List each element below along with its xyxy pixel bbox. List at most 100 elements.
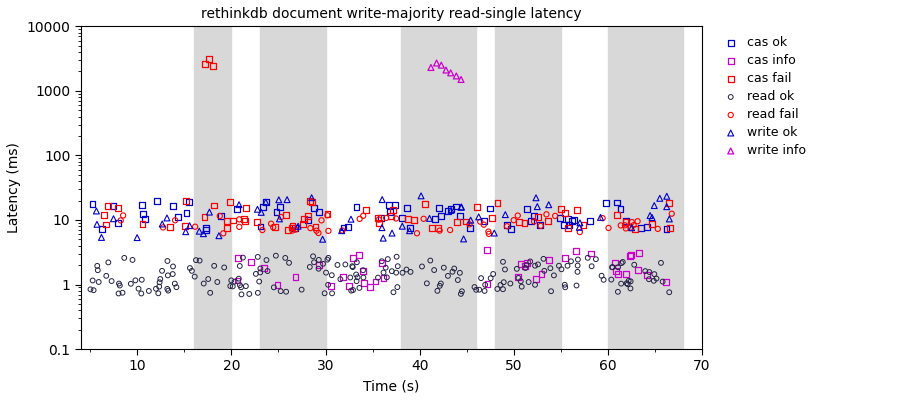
read ok — [478, 282, 492, 288]
read ok — [391, 284, 405, 290]
read ok — [616, 259, 630, 265]
cas fail — [609, 212, 624, 218]
read ok — [183, 265, 197, 271]
read ok — [642, 276, 656, 282]
cas info — [608, 259, 622, 266]
read ok — [403, 269, 418, 275]
read ok — [279, 288, 293, 295]
cas fail — [561, 224, 575, 231]
read ok — [563, 258, 578, 264]
read fail — [410, 230, 424, 236]
read fail — [212, 213, 227, 219]
read ok — [615, 260, 629, 266]
read ok — [552, 262, 566, 269]
cas info — [608, 268, 623, 274]
read ok — [151, 290, 166, 296]
write ok — [572, 224, 587, 230]
cas ok — [440, 208, 454, 214]
read ok — [611, 289, 625, 295]
cas fail — [237, 216, 251, 223]
read ok — [306, 253, 320, 260]
write ok — [572, 220, 587, 226]
read ok — [605, 264, 619, 270]
cas info — [230, 277, 245, 284]
cas ok — [476, 217, 491, 224]
read ok — [523, 258, 537, 265]
read fail — [626, 222, 641, 228]
read ok — [325, 272, 339, 278]
read ok — [91, 267, 105, 274]
read ok — [346, 264, 360, 270]
cas fail — [628, 226, 643, 232]
read ok — [232, 263, 247, 269]
cas ok — [504, 226, 518, 232]
cas fail — [558, 210, 572, 216]
read ok — [141, 288, 156, 294]
read ok — [345, 263, 359, 270]
write ok — [196, 230, 211, 237]
cas info — [346, 255, 360, 261]
read ok — [320, 256, 335, 263]
read ok — [152, 284, 166, 290]
read ok — [259, 257, 274, 263]
read ok — [84, 286, 98, 292]
read fail — [314, 217, 328, 224]
read ok — [430, 288, 445, 294]
read ok — [321, 282, 336, 288]
read ok — [349, 259, 364, 266]
cas ok — [395, 215, 410, 221]
cas info — [632, 250, 646, 257]
read ok — [210, 279, 224, 285]
read ok — [266, 284, 281, 290]
read ok — [233, 282, 248, 288]
read fail — [482, 231, 496, 237]
write ok — [178, 228, 193, 235]
cas info — [659, 279, 673, 286]
read ok — [472, 286, 487, 293]
cas ok — [598, 200, 613, 206]
cas fail — [197, 214, 211, 220]
cas ok — [288, 225, 302, 231]
cas fail — [407, 217, 421, 223]
read ok — [325, 290, 339, 296]
read ok — [390, 254, 404, 260]
read ok — [423, 257, 437, 264]
read ok — [134, 290, 148, 297]
read ok — [374, 258, 389, 264]
read fail — [510, 212, 525, 219]
write ok — [454, 204, 468, 210]
read ok — [647, 271, 662, 277]
read ok — [311, 266, 326, 272]
cas ok — [136, 210, 150, 217]
read fail — [473, 218, 488, 225]
read ok — [311, 257, 326, 263]
read ok — [128, 277, 142, 284]
cas ok — [258, 199, 273, 205]
read ok — [224, 277, 238, 284]
read ok — [161, 272, 176, 278]
read ok — [646, 278, 661, 284]
read ok — [260, 268, 274, 274]
cas info — [529, 276, 544, 282]
read ok — [655, 278, 670, 285]
read ok — [131, 286, 146, 292]
cas fail — [470, 204, 484, 210]
read ok — [379, 264, 393, 271]
read fail — [335, 227, 349, 234]
read fail — [614, 222, 628, 228]
cas fail — [222, 199, 237, 205]
write ok — [155, 221, 169, 227]
cas fail — [305, 198, 320, 205]
read fail — [266, 224, 281, 230]
read ok — [624, 285, 638, 292]
read ok — [453, 270, 467, 276]
cas fail — [662, 200, 676, 206]
read ok — [395, 270, 410, 276]
read ok — [624, 278, 638, 284]
cas ok — [214, 212, 229, 219]
cas fail — [239, 205, 254, 211]
cas ok — [483, 205, 498, 212]
read ok — [160, 258, 175, 264]
read ok — [496, 259, 510, 265]
read ok — [161, 288, 176, 294]
